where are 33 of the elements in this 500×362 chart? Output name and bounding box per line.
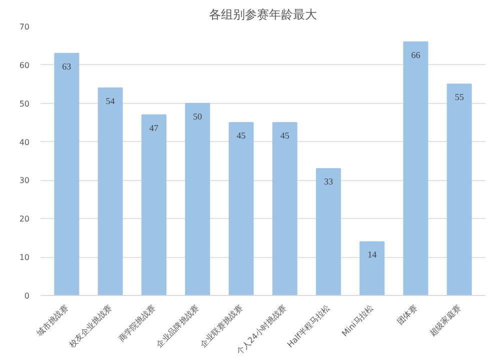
data-label: 47 — [149, 122, 159, 133]
bar — [54, 52, 80, 296]
data-label: 33 — [324, 176, 334, 187]
data-label: 63 — [62, 61, 72, 72]
data-label: 55 — [454, 92, 464, 102]
data-label: 45 — [236, 130, 246, 141]
bar — [316, 168, 341, 296]
y-tick-label: 50 — [19, 99, 30, 108]
y-tick-label: 10 — [19, 253, 30, 262]
x-tick-label: 超级家庭赛 — [428, 303, 463, 338]
bar — [446, 84, 472, 296]
bar — [185, 102, 210, 296]
y-tick-label: 60 — [19, 60, 30, 70]
chart-title: 各组别参赛年龄最大 — [209, 8, 317, 22]
data-label: 50 — [193, 111, 203, 122]
y-tick-label: 30 — [19, 176, 30, 186]
bar — [360, 241, 385, 296]
y-tick-label: 20 — [19, 214, 30, 224]
x-tick-label: 商学院挑战赛 — [116, 303, 158, 344]
bar — [141, 114, 166, 296]
data-label: 54 — [106, 96, 116, 106]
bar — [272, 122, 298, 296]
bar — [403, 41, 428, 296]
y-tick-label: 70 — [19, 22, 30, 32]
bar — [98, 87, 123, 296]
data-label: 66 — [411, 50, 421, 60]
y-tick-label: 40 — [19, 138, 30, 147]
y-tick-label: 0 — [24, 292, 30, 300]
x-tick-label: 团体赛 — [396, 303, 419, 327]
x-tick-label: 企业品牌挑战赛 — [154, 303, 201, 350]
data-label: 45 — [280, 130, 290, 141]
bar — [228, 122, 254, 296]
data-label: 14 — [368, 250, 378, 260]
